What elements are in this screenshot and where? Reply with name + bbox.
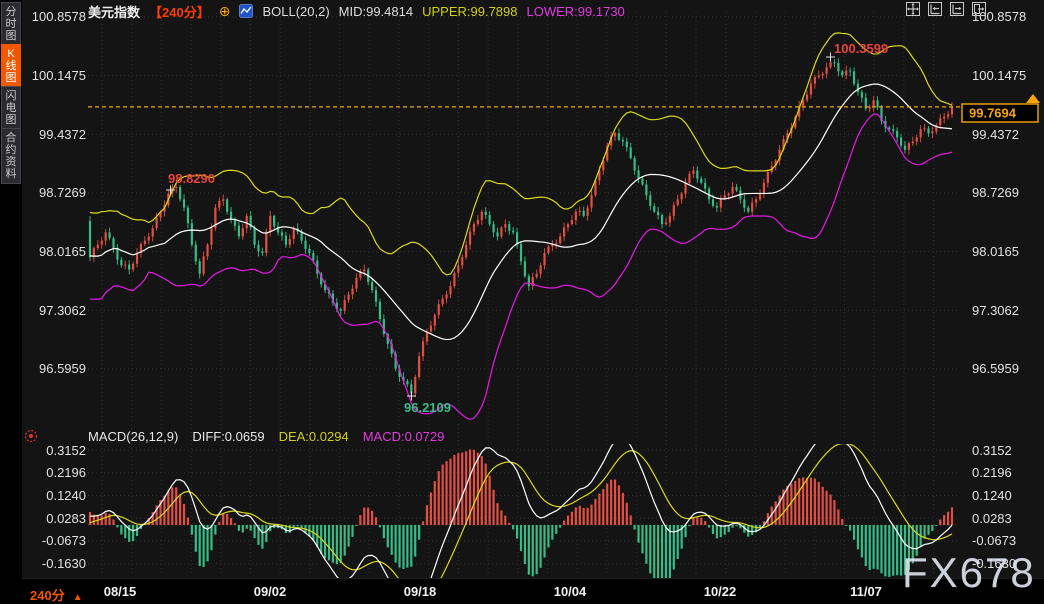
x-axis-label: 09/02	[253, 584, 287, 599]
price-up-arrow-icon	[1026, 94, 1040, 103]
y-axis-right: 100.8578 100.1475 99.4372 98.7269 98.016…	[972, 9, 1026, 376]
y-axis-label: 97.3062	[39, 303, 86, 318]
macd-axis-label: -0.1630	[42, 556, 86, 571]
period-up-arrow-icon: ▲	[72, 592, 83, 603]
y-axis-label: 99.4372	[39, 127, 86, 142]
peak-label: 100.3599	[834, 41, 888, 56]
alarm-dot-icon[interactable]	[24, 429, 38, 443]
boll-params: BOLL(20,2)	[262, 3, 330, 19]
y-axis-label: 100.8578	[32, 9, 86, 24]
boll-mid: MID:99.4814	[338, 3, 414, 19]
pan-move-icon[interactable]	[906, 2, 920, 16]
macd-axis-label: 0.2196	[46, 465, 86, 480]
boll-lower: LOWER:99.1730	[526, 3, 625, 19]
macd-axis-label: 0.1240	[972, 488, 1012, 503]
y-axis-label: 98.7269	[972, 185, 1019, 200]
macd-diff: DIFF:0.0659	[192, 429, 265, 444]
y-axis-label: 96.5959	[972, 361, 1019, 376]
sidebar-tab-contract[interactable]: 合约资料	[1, 128, 21, 184]
macd-plot	[88, 444, 954, 581]
macd-axis-label: -0.1630	[972, 556, 1016, 571]
symbol-name: 美元指数	[88, 4, 141, 20]
last-price-line: 99.7694	[88, 94, 1040, 123]
macd-axis-label: 0.3152	[972, 443, 1012, 458]
macd-axis-label: -0.0673	[42, 533, 86, 548]
y-axis-label: 100.1475	[972, 68, 1026, 83]
watermark: FX678	[902, 549, 1036, 596]
low-marker	[407, 391, 416, 401]
x-axis-bar: 240分 ▲ 08/15 09/02 09/18 10/04 10/22 11/0…	[0, 578, 1044, 604]
sidebar-tab-timeline[interactable]: 分时图	[1, 2, 21, 46]
boll-upper: UPPER:99.7898	[422, 3, 518, 19]
x-axis-label: 11/07	[850, 584, 882, 599]
circle-plus-icon[interactable]: ⊕	[218, 2, 231, 19]
peak-marker	[826, 52, 835, 62]
macd-header: MACD(26,12,9) DIFF:0.0659 DEA:0.0294 MAC…	[88, 429, 444, 444]
annotations: 98.8290 100.3599 96.2109	[166, 41, 888, 415]
y-axis-label: 100.1475	[32, 68, 86, 83]
mini-chart-icon[interactable]	[239, 4, 254, 18]
chart-header: 美元指数 【240分】 ⊕ BOLL(20,2) MID:99.4814 UPP…	[88, 2, 625, 20]
x-axis-label: 10/04	[553, 584, 587, 599]
grid	[88, 12, 958, 576]
candlestick-plot	[88, 32, 954, 421]
macd-axis-label: 0.1240	[46, 488, 86, 503]
low-label: 96.2109	[404, 400, 451, 415]
period-label[interactable]: 【240分】	[149, 4, 210, 20]
x-axis-label: 10/22	[703, 584, 737, 599]
period-selector[interactable]: 240分 ▲	[30, 588, 83, 603]
window-toolbar	[906, 2, 986, 16]
exit-right-icon[interactable]	[972, 2, 986, 16]
macd-axis-label: -0.0673	[972, 533, 1016, 548]
sidebar-tab-kline[interactable]: K线图	[1, 44, 21, 88]
x-axis-label: 08/15	[103, 584, 137, 599]
sidebar: 分时图 K线图 闪电图 合约资料	[0, 0, 22, 604]
x-axis-label: 09/18	[403, 584, 437, 599]
macd-params: MACD(26,12,9)	[88, 429, 179, 444]
y-axis-label: 98.0165	[39, 244, 86, 259]
macd-dea: DEA:0.0294	[278, 429, 349, 444]
compress-left-icon[interactable]	[928, 2, 942, 16]
sidebar-tab-lightning[interactable]: 闪电图	[1, 86, 21, 130]
last-price-value: 99.7694	[969, 106, 1017, 121]
swing-high-label: 98.8290	[168, 171, 215, 186]
y-axis-left: 100.8578 100.1475 99.4372 98.7269 98.016…	[32, 9, 86, 376]
macd-axis-label: 0.2196	[972, 465, 1012, 480]
macd-value: MACD:0.0729	[362, 429, 445, 444]
y-axis-label: 98.7269	[39, 185, 86, 200]
macd-axis-left: 0.3152 0.2196 0.1240 0.0283 -0.0673 -0.1…	[42, 443, 86, 571]
macd-axis-label: 0.3152	[46, 443, 86, 458]
y-axis-label: 97.3062	[972, 303, 1019, 318]
y-axis-label: 96.5959	[39, 361, 86, 376]
swing-high-marker	[166, 185, 175, 195]
macd-axis-label: 0.0283	[46, 511, 86, 526]
macd-axis-right: 0.3152 0.2196 0.1240 0.0283 -0.0673 -0.1…	[972, 443, 1016, 571]
y-axis-label: 99.4372	[972, 127, 1019, 142]
expand-right-icon[interactable]	[950, 2, 964, 16]
macd-axis-label: 0.0283	[972, 511, 1012, 526]
y-axis-label: 98.0165	[972, 244, 1019, 259]
price-tag-box	[961, 103, 1039, 123]
